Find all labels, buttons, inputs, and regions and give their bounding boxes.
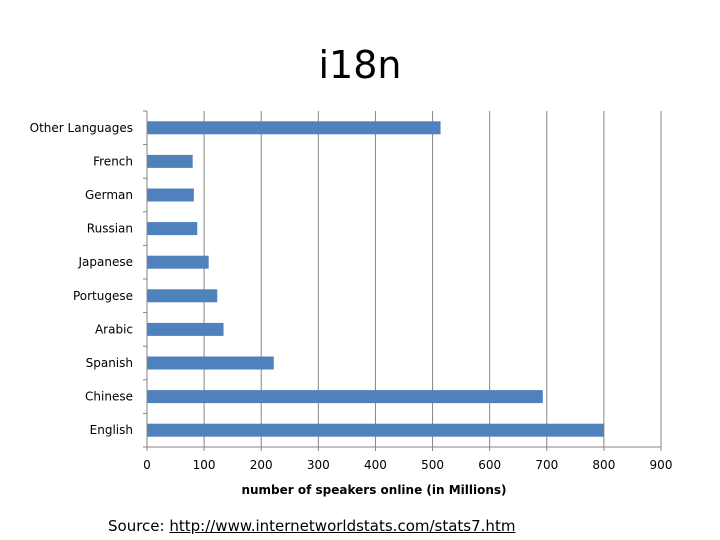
x-tick-label-100: 100 (193, 458, 216, 472)
bar-english (147, 423, 604, 437)
chart-axes (143, 110, 661, 448)
bar-arabic (147, 322, 224, 336)
x-tick-label-900: 900 (650, 458, 673, 472)
chart-tick-labels: 0 100 200 300 400 500 600 700 800 900 (143, 458, 672, 472)
source-link[interactable]: http://www.internetworldstats.com/stats7… (169, 517, 516, 535)
category-label-english: English (90, 423, 133, 437)
slide-title: i18n (318, 43, 402, 87)
bar-japanese (147, 255, 209, 269)
chart-category-labels: English Chinese Spanish Arabic Portugese Japa… (30, 121, 133, 437)
category-label-other-languages: Other Languages (30, 121, 133, 135)
x-tick-label-500: 500 (421, 458, 444, 472)
x-tick-label-400: 400 (364, 458, 387, 472)
x-tick-label-0: 0 (143, 458, 151, 472)
category-label-russian: Russian (87, 222, 133, 236)
x-tick-label-700: 700 (535, 458, 558, 472)
source-prefix: Source: (108, 517, 170, 535)
category-label-arabic: Arabic (95, 322, 133, 336)
category-label-japanese: Japanese (78, 255, 134, 269)
source-note: Source: http://www.internetworldstats.co… (108, 517, 515, 535)
bar-french (147, 154, 193, 168)
category-label-chinese: Chinese (85, 390, 133, 404)
bar-chinese (147, 390, 543, 404)
category-label-portugese: Portugese (73, 289, 133, 303)
chart-bars (147, 121, 604, 437)
x-tick-label-600: 600 (478, 458, 501, 472)
x-tick-label-300: 300 (307, 458, 330, 472)
x-axis-title: number of speakers online (in Millions) (241, 483, 506, 497)
category-label-french: French (93, 154, 133, 168)
bar-russian (147, 222, 198, 236)
category-label-spanish: Spanish (86, 356, 133, 370)
bar-spanish (147, 356, 274, 370)
x-tick-label-200: 200 (250, 458, 273, 472)
category-label-german: German (85, 188, 133, 202)
bar-german (147, 188, 194, 202)
bar-portugese (147, 289, 218, 303)
bar-other-languages (147, 121, 441, 135)
x-tick-label-800: 800 (592, 458, 615, 472)
